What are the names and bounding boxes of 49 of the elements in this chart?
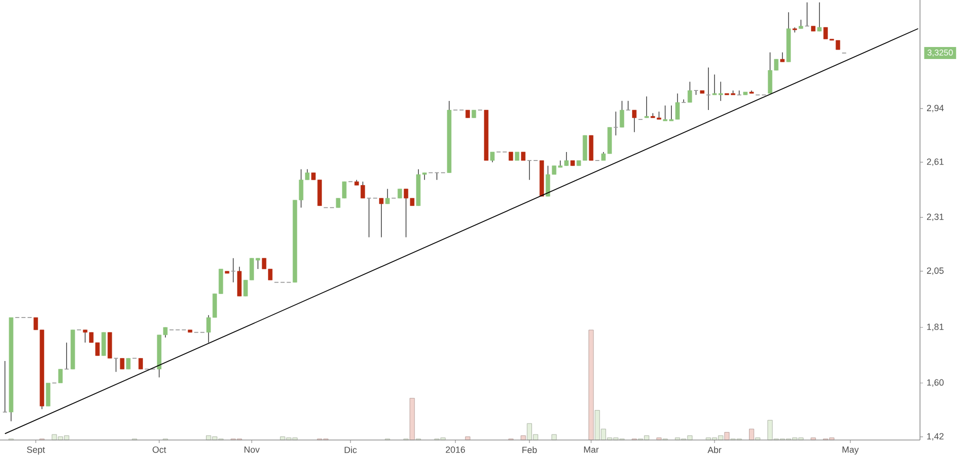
candlestick xyxy=(694,90,699,96)
bar xyxy=(748,428,754,440)
candlestick xyxy=(804,2,810,26)
candlestick xyxy=(798,19,804,29)
candlestick xyxy=(379,198,384,238)
candlestick xyxy=(626,100,631,111)
candlestick xyxy=(632,110,637,132)
candlestick xyxy=(817,2,822,32)
x-tick-label: 2016 xyxy=(446,446,465,453)
y-tick-label: 2,61 xyxy=(926,158,944,166)
candlestick xyxy=(526,160,532,180)
y-tick-label: 2,94 xyxy=(926,104,944,112)
text: 3,3250 xyxy=(928,50,953,57)
candlestick xyxy=(706,67,711,110)
bar xyxy=(410,398,415,440)
y-tick-label: 2,31 xyxy=(926,214,944,222)
candlestick xyxy=(398,188,402,199)
x-tick-label: Dic xyxy=(344,446,357,454)
x-tick-label: May xyxy=(842,446,859,455)
candlestick xyxy=(126,358,131,370)
x-tick-label: Mar xyxy=(584,446,599,453)
candlestick xyxy=(490,152,495,163)
candlestick xyxy=(230,258,236,283)
y-tick-label: 2,05 xyxy=(926,267,944,275)
candlestick xyxy=(385,188,390,204)
candlestick xyxy=(58,368,63,384)
candlestick xyxy=(120,358,124,370)
y-tick-label: 1,60 xyxy=(927,379,944,387)
x-tick-label: Feb xyxy=(522,446,537,454)
candlestick xyxy=(101,332,106,356)
candlestick xyxy=(2,360,8,413)
candlestick xyxy=(613,111,618,136)
bar xyxy=(552,434,557,440)
candlestick xyxy=(64,342,70,370)
y-tick-label: 1,81 xyxy=(927,324,944,332)
x-tick-label: Abr xyxy=(708,446,722,454)
candlestick xyxy=(366,198,372,238)
x-tick-label: Sept xyxy=(26,446,45,455)
candlestick xyxy=(46,382,50,406)
bar xyxy=(588,330,594,440)
candlestick xyxy=(620,100,624,128)
candlestick xyxy=(644,96,649,118)
y-tick-label: 1,42 xyxy=(927,433,944,441)
candlestick xyxy=(688,81,692,103)
bar xyxy=(724,432,730,440)
x-tick-label: Oct xyxy=(152,446,166,453)
x-tick-label: Nov xyxy=(244,446,260,453)
candlestick xyxy=(138,358,143,370)
candlestick xyxy=(780,52,785,62)
